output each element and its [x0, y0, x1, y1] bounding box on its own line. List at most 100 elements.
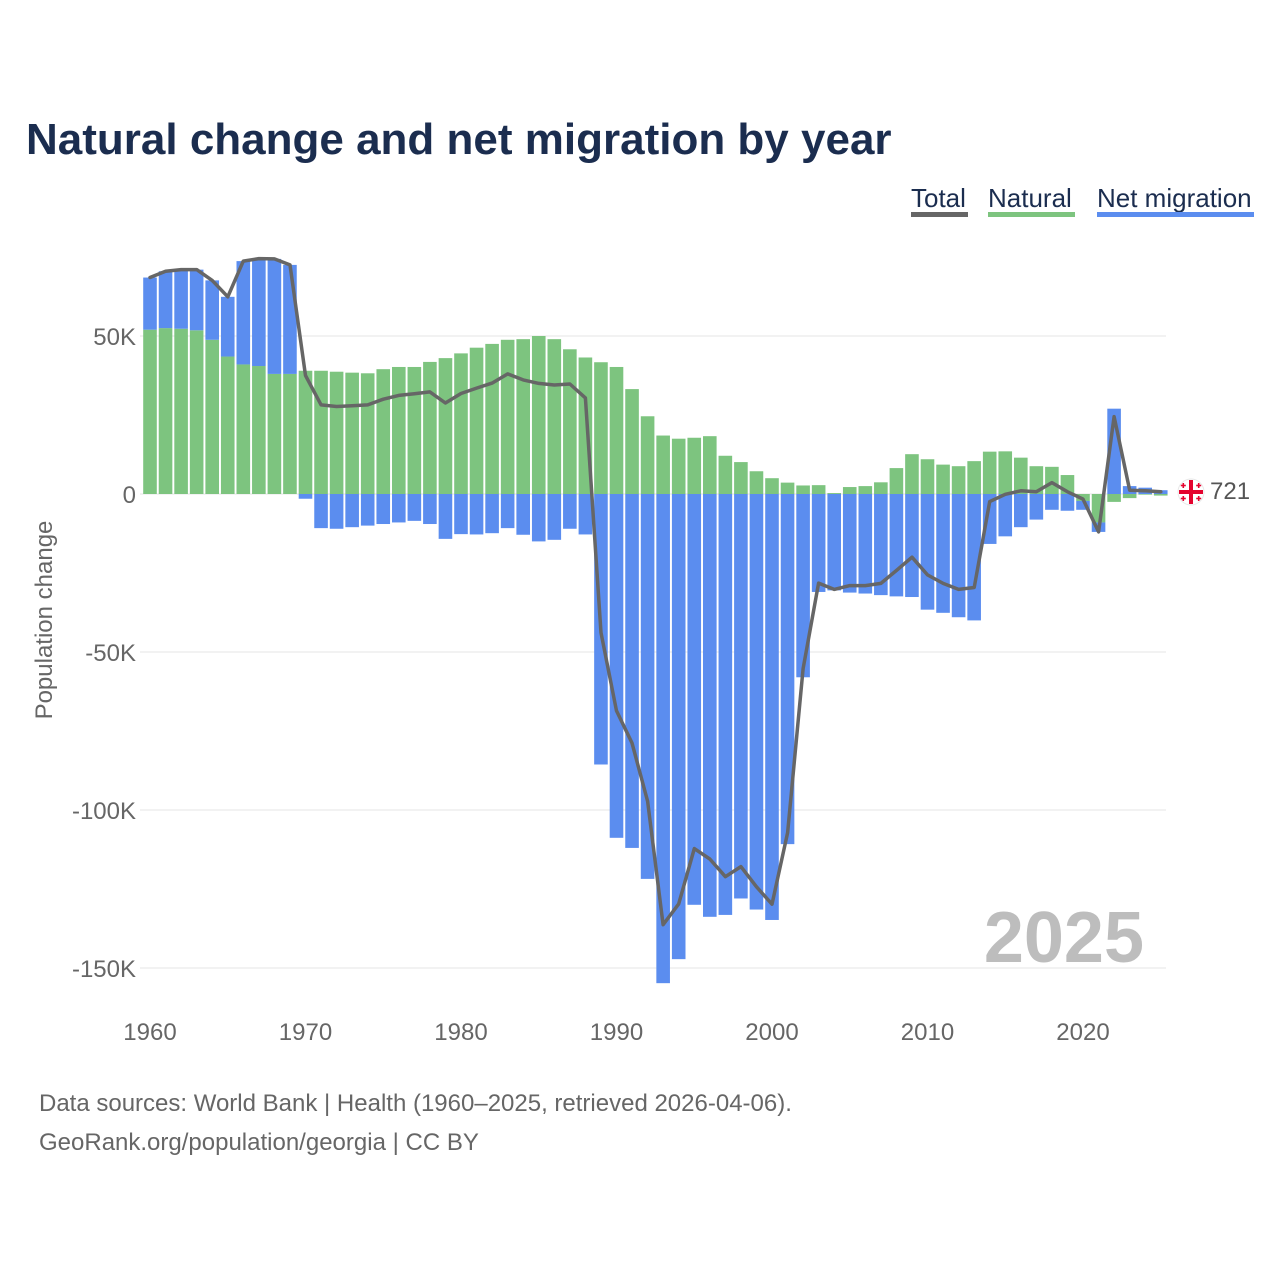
- bar-natural[interactable]: [314, 370, 328, 494]
- bar-natural[interactable]: [376, 369, 391, 494]
- bar-natural[interactable]: [780, 482, 795, 494]
- bar-net-migration[interactable]: [718, 494, 733, 915]
- bar-net-migration[interactable]: [392, 494, 406, 523]
- bar-natural[interactable]: [936, 464, 950, 494]
- bar-natural[interactable]: [531, 336, 546, 494]
- bar-natural[interactable]: [625, 389, 639, 494]
- bar-natural[interactable]: [438, 358, 453, 494]
- bar-natural[interactable]: [174, 328, 188, 494]
- bar-natural[interactable]: [1138, 494, 1152, 495]
- bar-net-migration[interactable]: [625, 494, 639, 848]
- bar-net-migration[interactable]: [609, 494, 624, 838]
- bar-net-migration[interactable]: [345, 494, 359, 528]
- bar-net-migration[interactable]: [485, 494, 499, 534]
- bar-net-migration[interactable]: [874, 494, 888, 596]
- bar-natural[interactable]: [205, 339, 219, 494]
- bar-natural[interactable]: [283, 373, 297, 494]
- bar-natural[interactable]: [485, 343, 499, 494]
- bar-natural[interactable]: [392, 366, 406, 494]
- bar-net-migration[interactable]: [780, 494, 795, 845]
- bar-net-migration[interactable]: [703, 494, 717, 917]
- bar-net-migration[interactable]: [516, 494, 530, 535]
- bar-natural[interactable]: [500, 339, 515, 494]
- bar-natural[interactable]: [252, 366, 266, 494]
- bar-natural[interactable]: [1122, 494, 1137, 499]
- bar-net-migration[interactable]: [951, 494, 966, 618]
- bar-net-migration[interactable]: [578, 494, 593, 535]
- bar-net-migration[interactable]: [158, 271, 173, 329]
- bar-natural[interactable]: [143, 329, 157, 494]
- bar-net-migration[interactable]: [842, 494, 857, 593]
- bar-natural[interactable]: [998, 451, 1013, 494]
- bar-natural[interactable]: [220, 356, 235, 494]
- bar-net-migration[interactable]: [827, 494, 841, 591]
- bar-net-migration[interactable]: [1014, 494, 1028, 528]
- bar-net-migration[interactable]: [1029, 494, 1044, 520]
- bar-natural[interactable]: [1107, 494, 1121, 502]
- bar-net-migration[interactable]: [687, 494, 702, 905]
- bar-natural[interactable]: [656, 435, 670, 494]
- bar-net-migration[interactable]: [189, 269, 204, 331]
- bar-natural[interactable]: [1029, 466, 1044, 494]
- bar-net-migration[interactable]: [1045, 494, 1059, 510]
- bar-net-migration[interactable]: [469, 494, 484, 535]
- bar-net-migration[interactable]: [563, 494, 577, 529]
- bar-natural[interactable]: [827, 493, 841, 494]
- bar-natural[interactable]: [671, 438, 686, 494]
- bar-natural[interactable]: [609, 366, 624, 494]
- bar-net-migration[interactable]: [143, 277, 157, 330]
- bar-natural[interactable]: [236, 364, 251, 494]
- bar-net-migration[interactable]: [531, 494, 546, 542]
- bar-natural[interactable]: [920, 459, 935, 494]
- bar-natural[interactable]: [811, 485, 826, 494]
- bar-natural[interactable]: [454, 353, 468, 494]
- bar-net-migration[interactable]: [376, 494, 391, 525]
- bar-net-migration[interactable]: [920, 494, 935, 610]
- legend-item-natural[interactable]: Natural: [988, 183, 1075, 217]
- bar-natural[interactable]: [1153, 494, 1168, 496]
- bar-natural[interactable]: [749, 471, 764, 494]
- bar-natural[interactable]: [423, 361, 437, 494]
- bar-net-migration[interactable]: [500, 494, 515, 529]
- bar-natural[interactable]: [407, 366, 422, 494]
- bar-net-migration[interactable]: [267, 258, 282, 374]
- bar-natural[interactable]: [951, 466, 966, 494]
- bar-natural[interactable]: [563, 349, 577, 494]
- bar-natural[interactable]: [858, 486, 873, 494]
- bar-natural[interactable]: [189, 330, 204, 494]
- bar-net-migration[interactable]: [1060, 494, 1075, 511]
- bar-net-migration[interactable]: [796, 494, 810, 678]
- bar-net-migration[interactable]: [671, 494, 686, 960]
- bar-net-migration[interactable]: [298, 494, 313, 499]
- bar-net-migration[interactable]: [174, 269, 188, 329]
- bar-natural[interactable]: [687, 437, 702, 494]
- bar-natural[interactable]: [889, 468, 904, 494]
- bar-natural[interactable]: [967, 461, 981, 494]
- bar-natural[interactable]: [874, 482, 888, 494]
- bar-net-migration[interactable]: [905, 494, 919, 598]
- bar-net-migration[interactable]: [811, 494, 826, 592]
- bar-natural[interactable]: [796, 485, 810, 494]
- bar-natural[interactable]: [905, 454, 919, 494]
- bar-net-migration[interactable]: [454, 494, 468, 535]
- bar-net-migration[interactable]: [1076, 500, 1090, 510]
- bar-natural[interactable]: [765, 478, 779, 494]
- bar-net-migration[interactable]: [858, 494, 873, 594]
- bar-net-migration[interactable]: [360, 494, 375, 526]
- bar-net-migration[interactable]: [220, 296, 235, 357]
- bar-natural[interactable]: [158, 328, 173, 494]
- bar-natural[interactable]: [982, 451, 997, 494]
- bar-natural[interactable]: [734, 462, 748, 494]
- bar-net-migration[interactable]: [407, 494, 422, 521]
- bar-net-migration[interactable]: [640, 494, 655, 879]
- bar-natural[interactable]: [842, 487, 857, 494]
- bar-net-migration[interactable]: [236, 261, 251, 365]
- bar-natural[interactable]: [329, 371, 344, 494]
- bar-natural[interactable]: [703, 436, 717, 494]
- bar-net-migration[interactable]: [547, 494, 562, 540]
- legend-item-total[interactable]: Total: [911, 183, 968, 217]
- bar-net-migration[interactable]: [423, 494, 437, 525]
- bar-natural[interactable]: [298, 370, 313, 494]
- bar-net-migration[interactable]: [205, 280, 219, 340]
- bar-natural[interactable]: [516, 339, 530, 494]
